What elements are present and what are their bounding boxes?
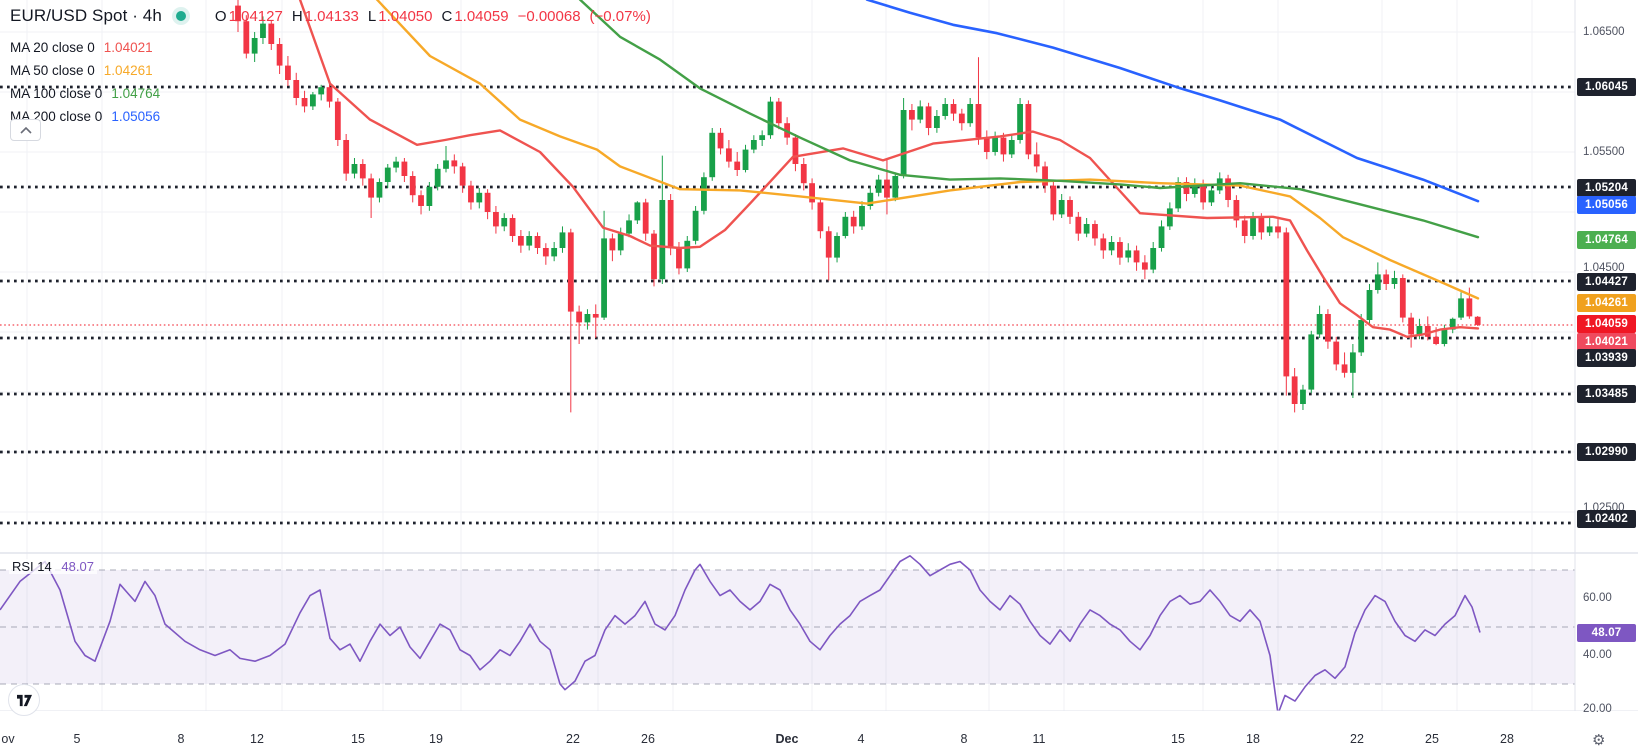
- price-tick-label: 1.04500: [1583, 262, 1625, 274]
- time-tick-label: 22: [566, 732, 580, 746]
- price-level-badge: 1.03939: [1577, 349, 1636, 367]
- time-tick-label: 12: [250, 732, 264, 746]
- price-level-badge: 1.05056: [1577, 196, 1636, 214]
- price-level-badge: 1.04059: [1577, 315, 1636, 333]
- rsi-tick-label: 60.00: [1583, 592, 1612, 604]
- rsi-legend[interactable]: RSI 14 48.07: [9, 559, 97, 574]
- rsi-name: RSI: [12, 559, 34, 574]
- time-axis[interactable]: ⚙ ov 5 8 12 15 19 22 26 Dec 4 8 11 15 18 22 25 28: [0, 711, 1638, 756]
- time-tick-label: 18: [1246, 732, 1260, 746]
- price-level-badge: 1.03485: [1577, 385, 1636, 403]
- price-level-badge: 1.04021: [1577, 333, 1636, 351]
- high-label: H: [291, 7, 303, 25]
- open-label: O: [214, 7, 227, 25]
- price-level-badge: 1.06045: [1577, 78, 1636, 96]
- close-label: C: [441, 7, 453, 25]
- time-tick-label: 26: [641, 732, 655, 746]
- high-value: 1.04133: [304, 7, 359, 25]
- time-tick-label: 28: [1500, 732, 1514, 746]
- time-tick-label: 19: [429, 732, 443, 746]
- time-tick-label: 4: [857, 732, 865, 746]
- price-level-badge: 1.04261: [1577, 294, 1636, 312]
- chevron-up-icon: [19, 126, 32, 134]
- tradingview-logo[interactable]: [8, 684, 40, 716]
- close-value: 1.04059: [454, 7, 509, 25]
- price-level-badge: 1.02990: [1577, 443, 1636, 461]
- price-level-badge: 1.05204: [1577, 179, 1636, 197]
- time-tick-label: 25: [1425, 732, 1439, 746]
- tradingview-mark-icon: [16, 694, 32, 706]
- chart-legend: EUR/USD Spot · 4h O 1.04127 H 1.04133 L 1.0…: [10, 4, 651, 124]
- time-tick-label: Dec: [775, 732, 799, 746]
- time-tick-label: 8: [177, 732, 185, 746]
- low-value: 1.04050: [378, 7, 433, 25]
- price-axis[interactable]: 1.06500 1.05500 1.04500 1.02500 60.00 40.00 20…: [1575, 0, 1638, 756]
- ma100-legend-row[interactable]: MA 100 close 0 1.04764: [10, 86, 161, 101]
- ma200-legend-row[interactable]: MA 200 close 0 1.05056: [10, 109, 161, 124]
- change-percent: (−0.07%): [589, 7, 651, 25]
- rsi-period: 14: [37, 559, 52, 574]
- ma50-legend-row[interactable]: MA 50 close 0 1.04261: [10, 63, 153, 78]
- legend-collapse-button[interactable]: [10, 119, 41, 141]
- rsi-value: 48.07: [61, 559, 94, 574]
- time-tick-label: 5: [73, 732, 81, 746]
- time-tick-label: 22: [1350, 732, 1364, 746]
- time-tick-label: ov: [1, 732, 15, 746]
- time-tick-label: 8: [960, 732, 968, 746]
- price-tick-label: 1.06500: [1583, 26, 1625, 38]
- market-status-icon[interactable]: [175, 11, 186, 21]
- rsi-tick-label: 40.00: [1583, 649, 1612, 661]
- time-tick-label: 15: [351, 732, 365, 746]
- price-level-badge: 1.04764: [1577, 231, 1636, 249]
- ohlc-values: O 1.04127 H 1.04133 L 1.04050 C 1.04059 −0.0…: [206, 8, 651, 25]
- time-tick-label: 15: [1171, 732, 1185, 746]
- price-level-badge: 1.02402: [1577, 510, 1636, 528]
- low-label: L: [367, 7, 377, 25]
- change-value: −0.00068: [517, 7, 581, 25]
- ma20-legend-row[interactable]: MA 20 close 0 1.04021: [10, 40, 153, 55]
- price-tick-label: 1.05500: [1583, 146, 1625, 158]
- time-tick-label: 11: [1032, 732, 1046, 746]
- symbol-title[interactable]: EUR/USD Spot · 4h: [10, 6, 162, 25]
- rsi-tick-label: 20.00: [1583, 703, 1612, 715]
- symbol-title-row: EUR/USD Spot · 4h O 1.04127 H 1.04133 L 1.0…: [10, 4, 651, 28]
- rsi-value-badge: 48.07: [1577, 624, 1636, 642]
- axis-settings-icon[interactable]: ⚙: [1592, 732, 1606, 749]
- open-value: 1.04127: [228, 7, 283, 25]
- price-level-badge: 1.04427: [1577, 273, 1636, 291]
